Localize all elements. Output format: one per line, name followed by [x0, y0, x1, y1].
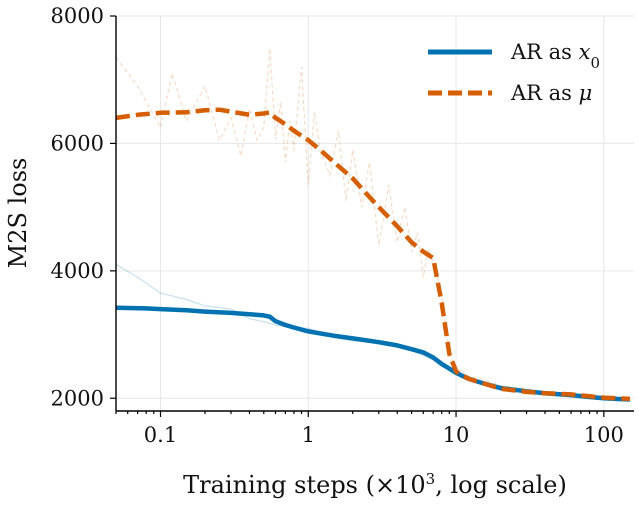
x-tick-label: 0.1: [144, 423, 177, 447]
x-axis-label: Training steps (×103, log scale): [183, 470, 567, 499]
x-axis-label-main: Training steps (×10: [183, 471, 426, 499]
y-axis-label: M2S loss: [4, 158, 32, 269]
legend-label-ar-x0-text: AR as: [510, 40, 579, 64]
legend-label-ar-x0-math: x: [579, 40, 591, 64]
series-layer: [115, 107, 630, 402]
axes: [115, 16, 634, 412]
series-line-ar-mu: [115, 107, 630, 402]
series-line-ar-x0: [115, 305, 630, 402]
legend-label-ar-mu: AR as μ: [510, 81, 592, 105]
x-axis-label-tail: , log scale): [435, 471, 567, 499]
grid: [116, 15, 634, 411]
x-axis-label-exponent: 3: [426, 470, 436, 488]
series-raw-line-ar-x0: [115, 263, 630, 402]
y-tick-label: 4000: [51, 259, 104, 283]
y-ticks: 2000 4000 6000 8000: [51, 4, 116, 410]
x-tick-label: 1: [302, 423, 315, 447]
legend-label-ar-mu-math: μ: [579, 81, 593, 105]
x-tick-label: 100: [584, 423, 624, 447]
series-raw-line-ar-mu: [115, 47, 630, 399]
legend: AR as x0 AR as μ: [428, 40, 600, 105]
legend-label-ar-x0: AR as x0: [510, 40, 600, 72]
legend-label-ar-mu-text: AR as: [510, 81, 579, 105]
y-tick-label: 2000: [51, 386, 104, 410]
x-ticks: 0.1 1 10 100: [115, 411, 624, 447]
y-tick-label: 8000: [51, 4, 104, 28]
y-tick-label: 6000: [51, 131, 104, 155]
legend-label-ar-x0-sub: 0: [590, 54, 600, 72]
x-tick-label: 10: [443, 423, 470, 447]
